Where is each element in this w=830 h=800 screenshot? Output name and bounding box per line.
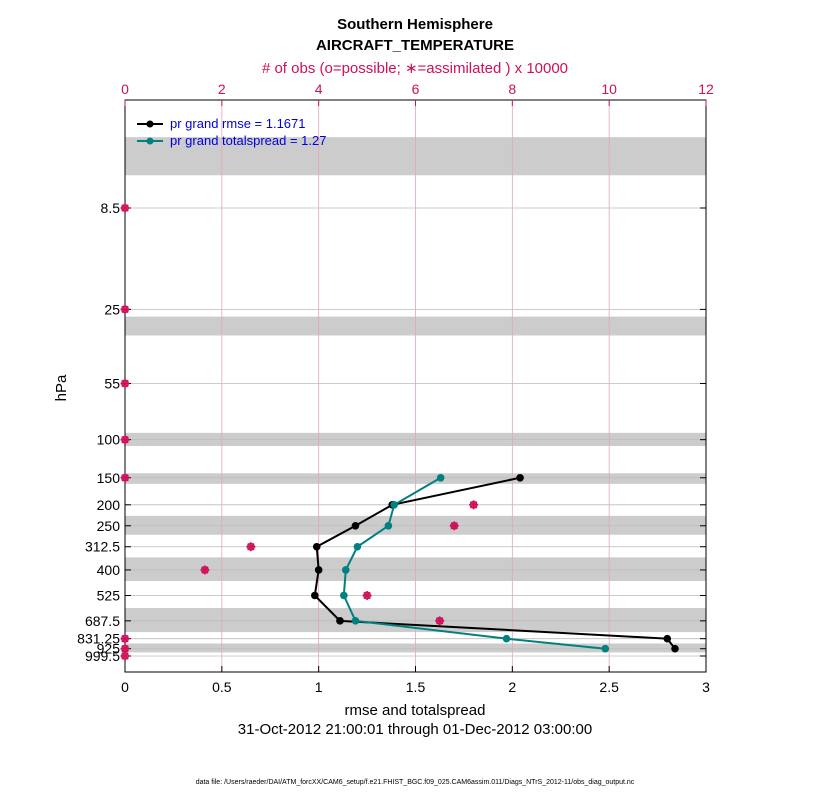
- obs-assimilated-marker: [469, 500, 479, 510]
- y-axis-tick-label: 25: [104, 301, 120, 317]
- obs-assimilated-marker: [435, 616, 445, 626]
- obs-assimilated-marker: [120, 304, 130, 314]
- x-axis-tick-label: 0: [121, 679, 129, 695]
- top-axis-tick-label: 12: [698, 81, 714, 97]
- y-axis-tick-label: 55: [104, 375, 120, 391]
- top-axis-tick-label: 10: [601, 81, 617, 97]
- x-axis-tick-label: 2: [508, 679, 516, 695]
- legend-spread-label: pr grand totalspread = 1.27: [170, 133, 326, 148]
- rmse-point: [663, 634, 672, 643]
- x-axis-tick-label: 1.5: [406, 679, 426, 695]
- obs-assimilated-marker: [362, 590, 372, 600]
- rmse-point: [671, 644, 679, 653]
- x-axis-label: rmse and totalspread: [345, 702, 486, 719]
- totalspread-point: [353, 542, 362, 551]
- totalspread-point: [502, 634, 511, 643]
- obs-assimilated-marker: [449, 521, 459, 531]
- x-axis-tick-label: 1: [315, 679, 323, 695]
- y-axis-tick-label: 687.5: [85, 613, 120, 629]
- y-axis-tick-label: 831.25: [77, 631, 120, 647]
- totalspread-point: [340, 591, 348, 600]
- rmse-point: [312, 542, 321, 551]
- chart-title: Southern Hemisphere: [337, 16, 493, 33]
- y-axis-tick-label: 250: [97, 518, 121, 534]
- y-axis-label: hPa: [53, 374, 70, 401]
- top-axis-ticks: 0 2 4 6 8 10 12: [121, 81, 714, 106]
- y-axis-tick-label: 525: [97, 587, 121, 603]
- rmse-point: [336, 617, 344, 625]
- obs-assimilated-marker: [120, 203, 130, 213]
- x-axis-ticks: 0 0.5 1 1.5 2 2.5 3: [121, 666, 710, 695]
- totalspread-point: [384, 521, 393, 530]
- x-axis-tick-label: 3: [702, 679, 710, 695]
- legend-spread-marker: [146, 137, 154, 145]
- y-axis-tick-label: 8.5: [101, 200, 121, 216]
- grid-lines: [124, 100, 707, 672]
- obs-assimilated-marker: [120, 651, 130, 661]
- legend: pr grand rmse = 1.1671 pr grand totalspr…: [137, 116, 326, 148]
- y-axis-tick-label: 400: [97, 562, 121, 578]
- y-axis-tick-label: 200: [97, 497, 121, 513]
- x-axis-tick-label: 0.5: [212, 679, 232, 695]
- legend-rmse-marker: [146, 120, 154, 128]
- obs-assimilated-marker: [120, 634, 130, 644]
- obs-assimilated-marker: [120, 473, 130, 483]
- top-axis-label: # of obs (o=possible; ∗=assimilated ) x …: [262, 60, 568, 77]
- y-axis-tick-label: 925: [97, 641, 121, 657]
- y-axis-tick-label: 100: [97, 432, 121, 448]
- y-axis-tick-label: 150: [97, 470, 121, 486]
- chart-subtitle: AIRCRAFT_TEMPERATURE: [316, 37, 514, 54]
- obs-assimilated-marker: [200, 565, 210, 575]
- top-axis-tick-label: 8: [508, 81, 516, 97]
- totalspread-point: [341, 566, 350, 574]
- data-file-footnote: data file: /Users/raeder/DAI/ATM_forcXX/…: [196, 779, 635, 786]
- top-axis-tick-label: 6: [412, 81, 420, 97]
- obs-markers: [120, 203, 479, 661]
- date-range-label: 31-Oct-2012 21:00:01 through 01-Dec-2012…: [238, 721, 592, 738]
- totalspread-point: [436, 473, 445, 482]
- legend-rmse-label: pr grand rmse = 1.1671: [170, 116, 306, 131]
- totalspread-point: [351, 617, 360, 625]
- totalspread-point: [601, 644, 610, 653]
- obs-assimilated-marker: [120, 378, 130, 388]
- totalspread-point: [390, 500, 398, 509]
- obs-assimilated-marker: [120, 435, 130, 445]
- series-layer: [310, 473, 679, 653]
- top-axis-tick-label: 2: [218, 81, 226, 97]
- y-axis-ticks: 8.5 25 55 100 150 200 250 312.5 400 525 687.5 831.2…: [77, 200, 706, 664]
- rmse-point: [314, 566, 323, 574]
- y-axis-tick-label: 999.5: [85, 648, 120, 664]
- top-axis-tick-label: 0: [121, 81, 129, 97]
- y-axis-tick-label: 312.5: [85, 539, 120, 555]
- top-axis-tick-label: 4: [315, 81, 323, 97]
- obs-assimilated-marker: [246, 542, 256, 552]
- x-axis-tick-label: 2.5: [599, 679, 619, 695]
- rmse-point: [351, 521, 360, 530]
- rmse-point: [310, 591, 319, 600]
- rmse-point: [516, 473, 524, 482]
